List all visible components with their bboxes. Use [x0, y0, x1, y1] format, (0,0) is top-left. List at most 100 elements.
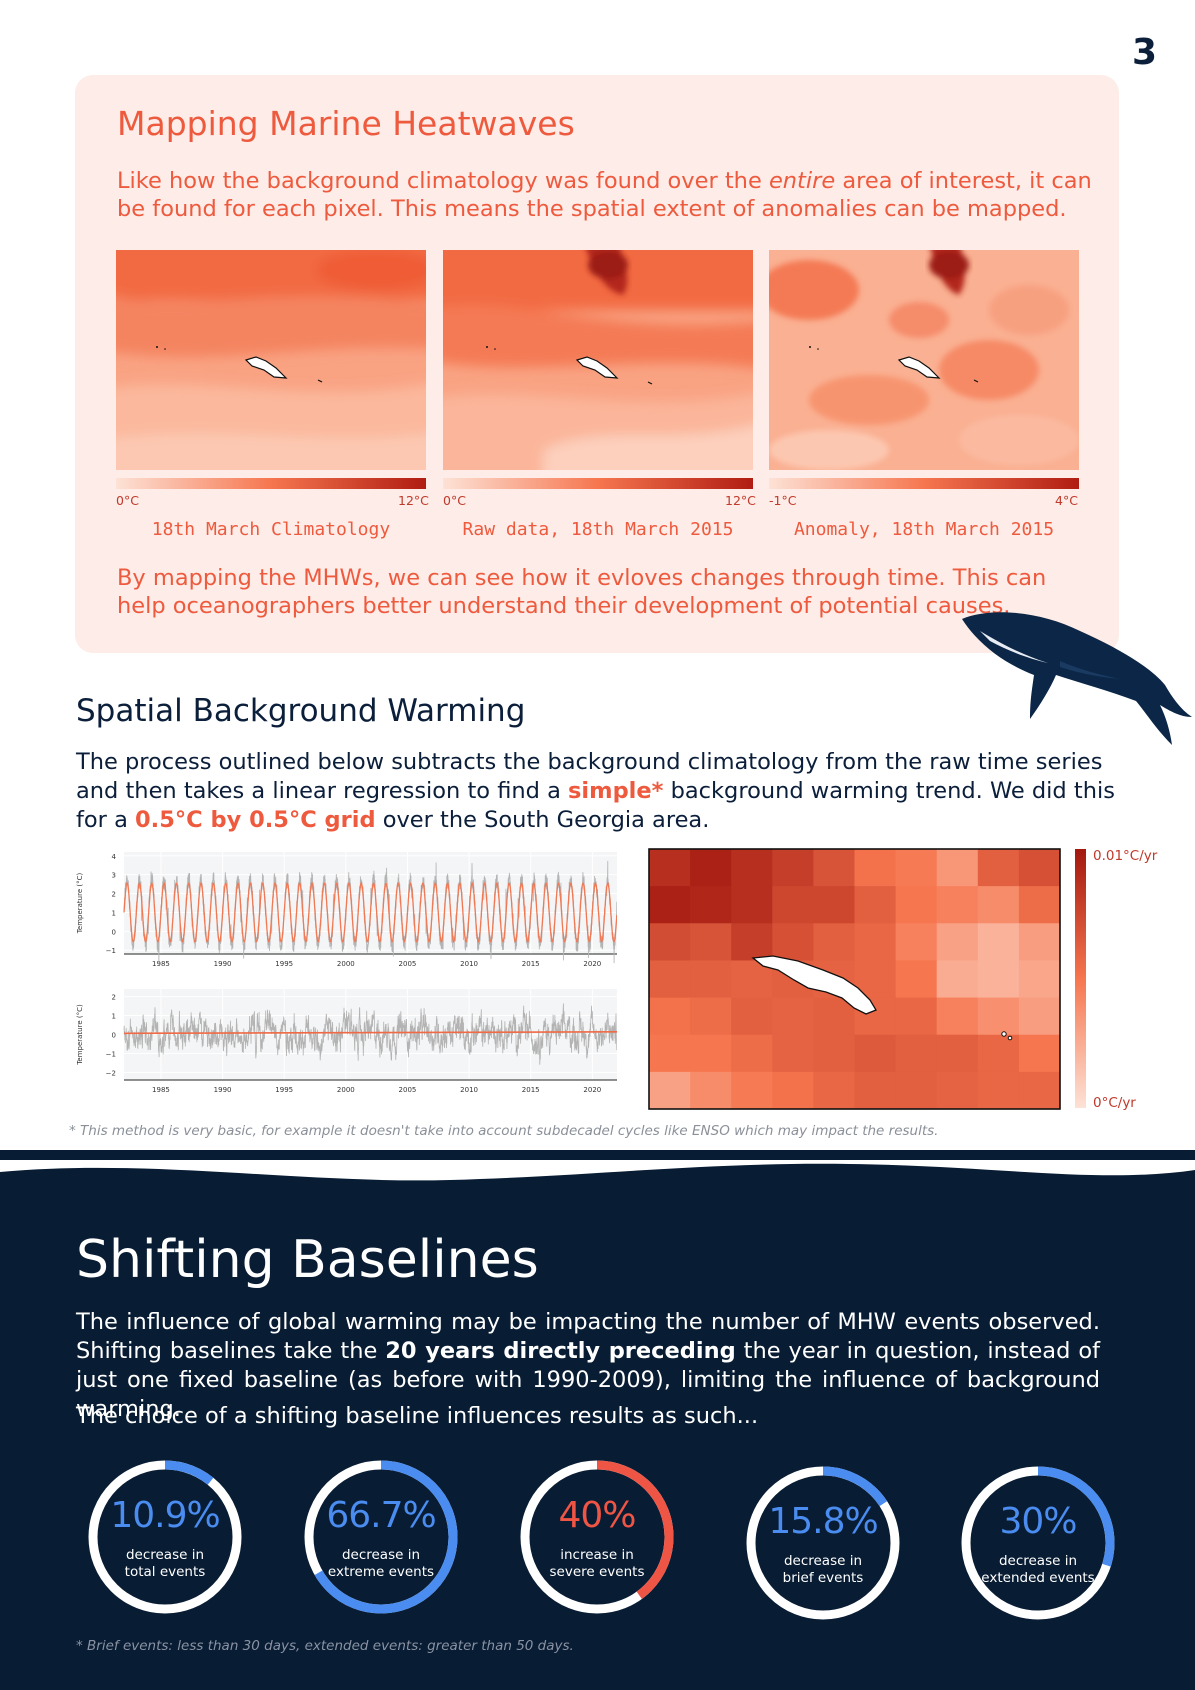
spatial-footnote: * This method is very basic, for example… — [69, 1123, 939, 1139]
stat-label-line1: decrease in — [341, 1547, 421, 1563]
stat-label: decrease in extended events — [958, 1553, 1118, 1587]
grid-cell — [772, 1034, 814, 1073]
grid-cell — [649, 886, 691, 924]
grid-cell — [649, 960, 691, 999]
grid-cell — [772, 886, 814, 924]
shifting-body: The influence of global warming may be i… — [76, 1308, 1100, 1424]
shifting-body-part1: The influence of global warming may be i… — [76, 1309, 1100, 1364]
x-tick-label: 1985 — [152, 1086, 170, 1094]
x-tick-label: 2020 — [583, 1086, 601, 1094]
grid-cell — [690, 997, 732, 1036]
x-tick-label: 2005 — [399, 1086, 417, 1094]
stat-label: decrease in total events — [85, 1547, 245, 1581]
stat-ring — [88, 1460, 242, 1614]
grid-cell — [895, 886, 938, 924]
y-axis-label: Temperature (°C) — [76, 1004, 84, 1066]
grid-cell — [936, 886, 979, 924]
x-tick-label: 2000 — [337, 960, 355, 968]
ring-progress — [520, 1460, 674, 1614]
grid-cell — [731, 886, 773, 924]
mapping-intro-start: Like how the background climatology was … — [117, 168, 769, 194]
stat-ring — [304, 1460, 458, 1614]
y-tick-label: −1 — [106, 947, 116, 955]
grid-cell — [731, 849, 773, 887]
seasonal-timeseries-chart: 4 3 2 1 0 −1 1985 1990 1995 2000 2005 2010 2015 2020 T… — [76, 852, 617, 968]
grid-cell — [649, 923, 691, 961]
x-tick-label: 2015 — [522, 1086, 540, 1094]
stat-label-line1: decrease in — [125, 1547, 205, 1563]
grid-cell — [731, 923, 773, 961]
stat-brief-events: 15.8% decrease in brief events — [743, 1463, 903, 1627]
grid-cell — [854, 1034, 897, 1073]
grid-cell — [1018, 1071, 1061, 1110]
warming-colorbar — [1075, 849, 1086, 1108]
stat-ring — [746, 1466, 900, 1620]
shifting-body-bold: 20 years directly preceding — [385, 1338, 736, 1364]
scale-max-raw: 12°C — [725, 493, 756, 508]
scale-max-anomaly: 4°C — [1055, 493, 1078, 508]
stat-ring — [961, 1466, 1115, 1620]
ring-progress — [746, 1466, 900, 1620]
x-tick-label: 2005 — [399, 960, 417, 968]
series-trend-line — [123, 1031, 617, 1035]
stat-label: decrease in extreme events — [301, 1547, 461, 1581]
whale-illustration — [962, 612, 1192, 745]
island-south-georgia — [751, 955, 877, 1015]
y-tick-label: 0 — [112, 1032, 116, 1040]
anomaly-map — [769, 250, 1079, 470]
grid-cell — [690, 1034, 732, 1073]
grid-cell — [772, 923, 814, 961]
grid-cell — [977, 923, 1020, 961]
spatial-body-part2: background warming trend. We did this fo… — [76, 778, 1115, 833]
stat-severe-events: 40% increase in severe events — [517, 1457, 677, 1621]
grid-cell — [813, 849, 855, 887]
grid-cell — [936, 923, 979, 961]
ring-progress — [961, 1466, 1115, 1620]
stat-label: decrease in brief events — [743, 1553, 903, 1587]
ring-progress — [88, 1460, 242, 1614]
grid-cell — [977, 997, 1020, 1036]
ring-track — [88, 1460, 242, 1614]
island-small — [1001, 1031, 1007, 1037]
island-small — [1007, 1035, 1013, 1041]
stat-label: increase in severe events — [517, 1547, 677, 1581]
y-tick-label: −2 — [106, 1069, 116, 1077]
scale-min-climatology: 0°C — [116, 493, 139, 508]
stat-value: 10.9% — [110, 1495, 220, 1536]
ring-progress — [304, 1460, 458, 1614]
scale-max-climatology: 12°C — [398, 493, 429, 508]
grid-cell — [936, 1071, 979, 1110]
x-tick-label: 1990 — [214, 960, 232, 968]
scale-min-raw: 0°C — [443, 493, 466, 508]
shifting-title: Shifting Baselines — [76, 1230, 539, 1290]
grid-cell — [813, 886, 855, 924]
spatial-highlight-grid: 0.5°C by 0.5°C grid — [135, 807, 376, 833]
grid-cell — [854, 849, 897, 887]
grid-cell — [895, 1034, 938, 1073]
spatial-highlight-simple: simple* — [568, 778, 664, 804]
shifting-body-part2: the year in question, instead of just on… — [76, 1338, 1101, 1422]
y-tick-label: 0 — [112, 928, 116, 936]
caption-anomaly: Anomaly, 18th March 2015 — [793, 519, 1055, 540]
scale-min-anomaly: -1°C — [769, 493, 797, 508]
grid-cell — [895, 997, 938, 1036]
grid-cell — [813, 1034, 855, 1073]
spatial-body: The process outlined below subtracts the… — [76, 748, 1126, 835]
grid-cell — [977, 1071, 1020, 1110]
stat-value: 30% — [999, 1501, 1077, 1542]
stat-label-line1: increase in — [560, 1547, 634, 1563]
grid-cell — [977, 849, 1020, 887]
y-tick-label: 4 — [112, 853, 117, 861]
grid-frame — [648, 848, 1061, 1110]
y-tick-label: 2 — [112, 994, 116, 1002]
mapping-intro: Like how the background climatology was … — [117, 167, 1097, 223]
y-axis-label: Temperature (°C) — [76, 873, 84, 935]
warming-scale-max: 0.01°C/yr — [1093, 848, 1158, 864]
grid-cell — [854, 886, 897, 924]
spatial-body-part3: over the South Georgia area. — [375, 807, 710, 833]
mapping-intro-emphasis: entire — [768, 168, 836, 194]
grid-cell — [731, 1071, 773, 1110]
shifting-footnote: * Brief events: less than 30 days, exten… — [76, 1638, 574, 1654]
grid-cell — [731, 997, 773, 1036]
grid-cell — [895, 849, 938, 887]
